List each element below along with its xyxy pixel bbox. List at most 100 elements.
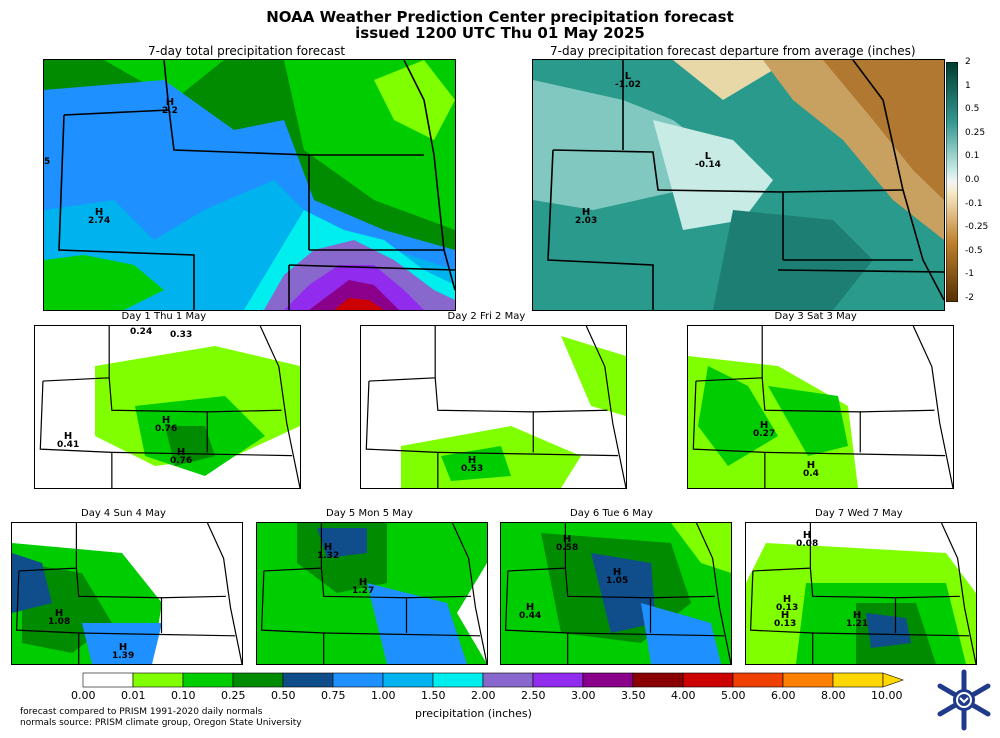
high-marker: H 2.2 [162,98,178,116]
footnote-source: normals source: PRISM climate group, Ore… [20,718,302,728]
marker-value: -0.14 [695,160,721,170]
high-marker: H 2.74 [88,208,110,226]
marker-value: 0.13 [774,619,797,629]
high-marker: H 0.44 [519,603,541,621]
precip-colorbar-label: precipitation (inches) [415,707,532,720]
high-marker: 0.33 [170,331,192,340]
low-marker: L -1.02 [615,72,641,90]
precip-colorbar-tick: 0.50 [271,689,296,702]
marker-value: 5 [44,157,51,167]
marker-value: 0.27 [753,429,776,439]
day-precip-map: H 1.32 H 1.27 [256,522,488,665]
marker-letter: H [562,534,572,545]
precip-colorbar-tick: 6.00 [771,689,796,702]
precip-colorbar-tick: 8.00 [821,689,846,702]
high-marker: 0.24 [130,328,152,337]
marker-letter: H [176,447,186,458]
departure-tick: -2 [965,293,974,303]
marker-letter: H [323,542,333,553]
marker-letter: H [54,608,64,619]
low-marker: L -0.14 [695,152,721,170]
marker-value: 0.24 [130,327,153,337]
precip-colorbar-tick: 0.01 [121,689,146,702]
day-precip-map: H 0.53 [360,325,627,489]
precip-colorbar-tick: 0.75 [321,689,346,702]
high-marker: H 0.53 [461,456,483,474]
precip-colorbar-tick: 2.00 [471,689,496,702]
marker-letter: H [63,431,73,442]
precip-colorbar-tick: 5.00 [721,689,746,702]
marker-value: -1.02 [615,80,641,90]
marker-letter: H [94,207,104,218]
marker-value: 0.41 [57,440,80,450]
marker-value: 0.76 [170,456,193,466]
marker-value: 1.39 [112,651,135,661]
high-marker: H 0.76 [155,416,177,434]
high-marker: H 0.27 [753,421,775,439]
precip-colorbar-tick: 0.00 [71,689,96,702]
marker-letter: H [467,455,477,466]
marker-value: 0.4 [803,469,819,479]
marker-letter: H [525,602,535,613]
day-panel-title: Day 2 Fri 2 May [447,311,526,322]
marker-letter: H [780,610,790,621]
marker-value: 2.2 [162,106,178,116]
high-marker: H 1.27 [352,578,374,596]
high-marker: H 0.08 [796,531,818,549]
high-marker: H 2.03 [575,208,597,226]
high-marker: H 1.39 [112,643,134,661]
marker-letter: H [782,594,792,605]
precip-colorbar-tick: 4.00 [671,689,696,702]
day-precip-map: H 0.58 H 1.05 H 0.44 [500,522,732,665]
marker-value: 1.21 [846,619,869,629]
high-marker: H 0.41 [57,432,79,450]
day-precip-map: H 0.27 H 0.4 [687,325,954,489]
marker-value: 0.44 [519,611,542,621]
departure-tick: 0.1 [965,151,980,162]
marker-value: 0.33 [170,330,193,340]
marker-letter: H [118,642,128,653]
marker-letter: H [581,207,591,218]
marker-value: 0.13 [776,603,799,613]
precip-colorbar-tick: 2.50 [521,689,546,702]
departure-title: 7-day precipitation forecast departure f… [550,44,916,58]
marker-value: 1.32 [317,551,340,561]
marker-value: 0.58 [556,543,579,553]
departure-tick: -1 [965,269,974,280]
high-marker: H 0.4 [803,461,819,479]
marker-value: 1.27 [352,586,375,596]
precip-colorbar-tick: 1.00 [371,689,396,702]
departure-tick: 2 [965,57,971,67]
marker-letter: L [624,71,632,82]
day-precip-map: H 0.08 H 0.13 H 0.13 H 1.21 [745,522,977,665]
marker-value: 2.03 [575,216,598,226]
marker-value: 0.08 [796,539,819,549]
issue-time: issued 1200 UTC Thu 01 May 2025 [355,24,645,42]
footnote-normals: forecast compared to PRISM 1991-2020 dai… [20,707,263,717]
marker-letter: H [852,610,862,621]
day-precip-map: 0.24 0.33 H 0.76 H 0.41 H 0.76 [34,325,301,489]
departure-map: L -1.02 L -0.14 H 2.03 [532,59,945,311]
precip-colorbar-tick: 3.00 [571,689,596,702]
main-title: NOAA Weather Prediction Center precipita… [266,8,734,26]
departure-tick: 1 [965,80,971,91]
marker-letter: H [358,577,368,588]
precip-colorbar-tick: 0.10 [171,689,196,702]
marker-letter: H [161,415,171,426]
day-panel-title: Day 6 Tue 6 May [570,508,653,519]
marker-letter: H [806,460,816,471]
departure-tick: -0.25 [965,222,989,233]
precip-colorbar-tick: 3.50 [621,689,646,702]
high-marker: H 1.21 [846,611,868,629]
marker-value: 0.76 [155,424,178,434]
marker-value: 1.05 [606,576,629,586]
high-marker: H 0.13 [774,611,796,629]
departure-tick: 0.25 [965,127,986,138]
day-precip-map: H 1.08 H 1.39 [11,522,243,665]
departure-tick: 0.0 [965,175,980,185]
precip-colorbar-tick: 10.00 [871,689,903,702]
marker-value: 2.74 [88,216,111,226]
marker-value: 0.53 [461,464,484,474]
day-panel-title: Day 4 Sun 4 May [81,508,166,519]
total-precip-map: H 2.2 H 2.74 5 [43,59,456,311]
